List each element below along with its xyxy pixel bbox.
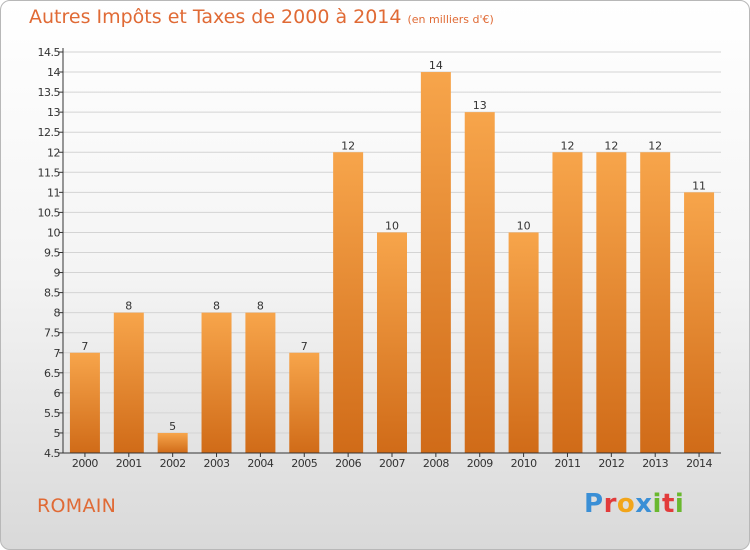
y-tick-label: 7.5 — [44, 327, 60, 340]
x-tick-label: 2009 — [467, 457, 493, 470]
bar — [420, 72, 451, 454]
bar — [640, 152, 671, 453]
y-tick-label: 11 — [47, 186, 60, 199]
y-tick-label: 6.5 — [44, 367, 60, 380]
value-label: 12 — [560, 139, 574, 152]
value-label: 12 — [604, 139, 618, 152]
value-label: 8 — [213, 300, 220, 313]
logo-letter: t — [661, 489, 675, 519]
y-tick-label: 9.5 — [44, 247, 60, 260]
value-labels: 7 8 5 8 8 7 12 10 14 13 10 12 12 12 11 — [81, 59, 706, 433]
x-tick-label: 2004 — [247, 457, 273, 470]
y-tick-label: 12.5 — [38, 126, 61, 139]
title-unit: (en milliers d'€) — [407, 13, 494, 26]
x-tick-label: 2001 — [116, 457, 142, 470]
bar — [69, 352, 100, 453]
x-tick-label: 2007 — [379, 457, 405, 470]
bar — [684, 192, 715, 453]
value-label: 7 — [81, 340, 88, 353]
x-tick-label: 2012 — [598, 457, 624, 470]
bar — [113, 312, 144, 453]
value-label: 8 — [125, 300, 132, 313]
axes: 4.5 5 5.5 6 6.5 7 7.5 8 8.5 9 9.5 10 10.5 11 11.5 12 12.… — [38, 46, 721, 470]
value-label: 12 — [648, 139, 662, 152]
value-label: 7 — [301, 340, 308, 353]
value-label: 8 — [257, 300, 264, 313]
bar — [333, 152, 364, 453]
bar — [201, 312, 232, 453]
commune-name: ROMAIN — [37, 495, 117, 517]
value-label: 13 — [473, 99, 487, 112]
value-label: 12 — [341, 139, 355, 152]
y-tick-label: 9 — [54, 267, 61, 280]
y-tick-label: 11.5 — [38, 166, 61, 179]
y-tick-label: 8.5 — [44, 287, 60, 300]
bars — [69, 72, 715, 454]
x-tick-label: 2003 — [204, 457, 230, 470]
bar — [289, 352, 320, 453]
y-tick-label: 5 — [54, 427, 61, 440]
y-tick-label: 4.5 — [44, 447, 60, 460]
bar — [552, 152, 583, 453]
x-tick-label: 2002 — [160, 457, 186, 470]
value-label: 5 — [169, 420, 176, 433]
value-label: 10 — [517, 219, 531, 232]
logo-letter: i — [674, 489, 685, 519]
value-label: 14 — [429, 59, 443, 72]
y-tick-label: 7 — [54, 347, 61, 360]
bar — [377, 232, 407, 453]
y-tick-label: 14 — [47, 66, 60, 79]
logo-letter: P — [584, 489, 604, 519]
logo-letter: o — [616, 489, 636, 519]
y-tick-label: 8 — [54, 307, 61, 320]
bar — [245, 312, 276, 453]
x-tick-label: 2006 — [335, 457, 361, 470]
y-tick-label: 13 — [47, 106, 60, 119]
bar — [508, 232, 539, 453]
bar — [464, 112, 495, 454]
y-tick-label: 6 — [54, 387, 61, 400]
x-tick-label: 2010 — [511, 457, 537, 470]
y-tick-label: 5.5 — [44, 407, 60, 420]
x-tick-label: 2005 — [291, 457, 317, 470]
y-tick-label: 12 — [47, 146, 60, 159]
y-tick-label: 14.5 — [38, 46, 61, 59]
title-text: Autres Impôts et Taxes de 2000 à 2014 — [29, 6, 402, 28]
logo-letter: x — [635, 489, 653, 519]
value-label: 10 — [385, 219, 399, 232]
chart-title: Autres Impôts et Taxes de 2000 à 2014 (en… — [29, 6, 494, 28]
x-tick-label: 2014 — [686, 457, 712, 470]
proxiti-logo: Proxiti — [584, 489, 684, 519]
logo-letter: i — [652, 489, 662, 519]
x-tick-label: 2013 — [642, 457, 668, 470]
y-tick-label: 13.5 — [38, 86, 61, 99]
logo-letter: r — [603, 489, 617, 519]
y-tick-label: 10.5 — [38, 206, 61, 219]
value-label: 11 — [692, 179, 706, 192]
x-tick-label: 2008 — [423, 457, 449, 470]
bar — [596, 152, 627, 453]
x-tick-label: 2011 — [554, 457, 580, 470]
x-tick-label: 2000 — [72, 457, 98, 470]
bar — [157, 432, 188, 453]
y-tick-label: 10 — [47, 226, 60, 239]
